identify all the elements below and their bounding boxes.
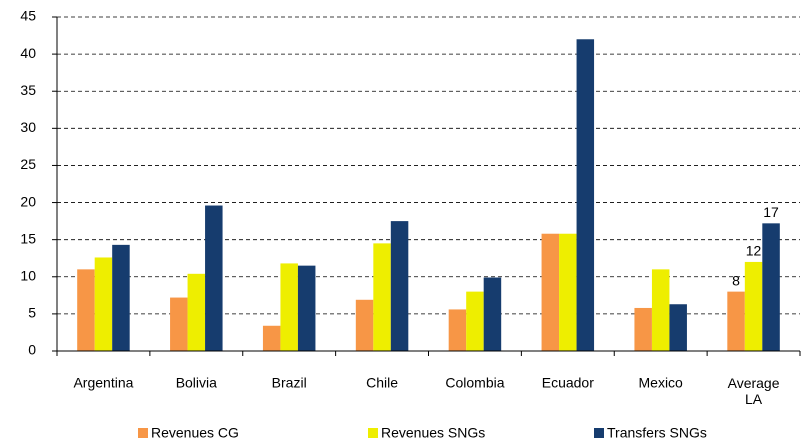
bar: [297, 265, 316, 351]
y-tick-label: 25: [20, 156, 36, 172]
bar: [744, 261, 763, 351]
bar: [651, 269, 670, 351]
x-tick-label: Brazil: [272, 375, 307, 391]
data-label: 8: [732, 272, 740, 288]
bar: [762, 223, 780, 351]
bar: [448, 309, 467, 351]
x-tick-label: Chile: [366, 375, 398, 391]
bar: [466, 291, 484, 351]
data-label: 17: [763, 204, 779, 220]
bar: [355, 299, 374, 351]
bar: [483, 277, 502, 351]
bar: [669, 304, 687, 351]
legend-swatch: [138, 428, 148, 438]
legend-swatch: [368, 428, 378, 438]
bar: [634, 307, 652, 351]
bar: [390, 221, 409, 351]
x-tick-label: Average LA: [728, 375, 780, 407]
x-tick-label: Bolivia: [176, 375, 217, 391]
x-tick-label: Argentina: [73, 375, 133, 391]
y-tick-label: 35: [20, 82, 36, 98]
y-tick-label: 40: [20, 45, 36, 61]
legend-label: Revenues CG: [151, 425, 239, 441]
bar: [205, 205, 223, 351]
bar: [280, 263, 298, 351]
legend-swatch: [594, 428, 604, 438]
bar: [541, 233, 560, 351]
legend-label: Transfers SNGs: [607, 425, 707, 441]
x-tick-label: Mexico: [639, 375, 684, 391]
x-tick-label: Colombia: [445, 375, 504, 391]
bar: [727, 291, 745, 351]
y-tick-label: 5: [28, 305, 36, 321]
bar: [112, 244, 130, 351]
bar: [559, 233, 577, 351]
y-tick-label: 20: [20, 193, 36, 209]
y-tick-label: 45: [20, 8, 36, 24]
y-tick-label: 10: [20, 267, 36, 283]
bar: [77, 269, 95, 351]
bar: [170, 297, 188, 351]
y-tick-label: 30: [20, 119, 36, 135]
bar: [187, 273, 206, 351]
data-label: 12: [746, 243, 762, 259]
y-tick-label: 15: [20, 230, 36, 246]
x-tick-label: Ecuador: [542, 375, 594, 391]
bar: [262, 325, 281, 351]
bar: [576, 39, 595, 352]
legend-label: Revenues SNGs: [381, 425, 485, 441]
y-tick-label: 0: [28, 342, 36, 358]
bar: [373, 243, 391, 351]
bar: [94, 257, 113, 351]
